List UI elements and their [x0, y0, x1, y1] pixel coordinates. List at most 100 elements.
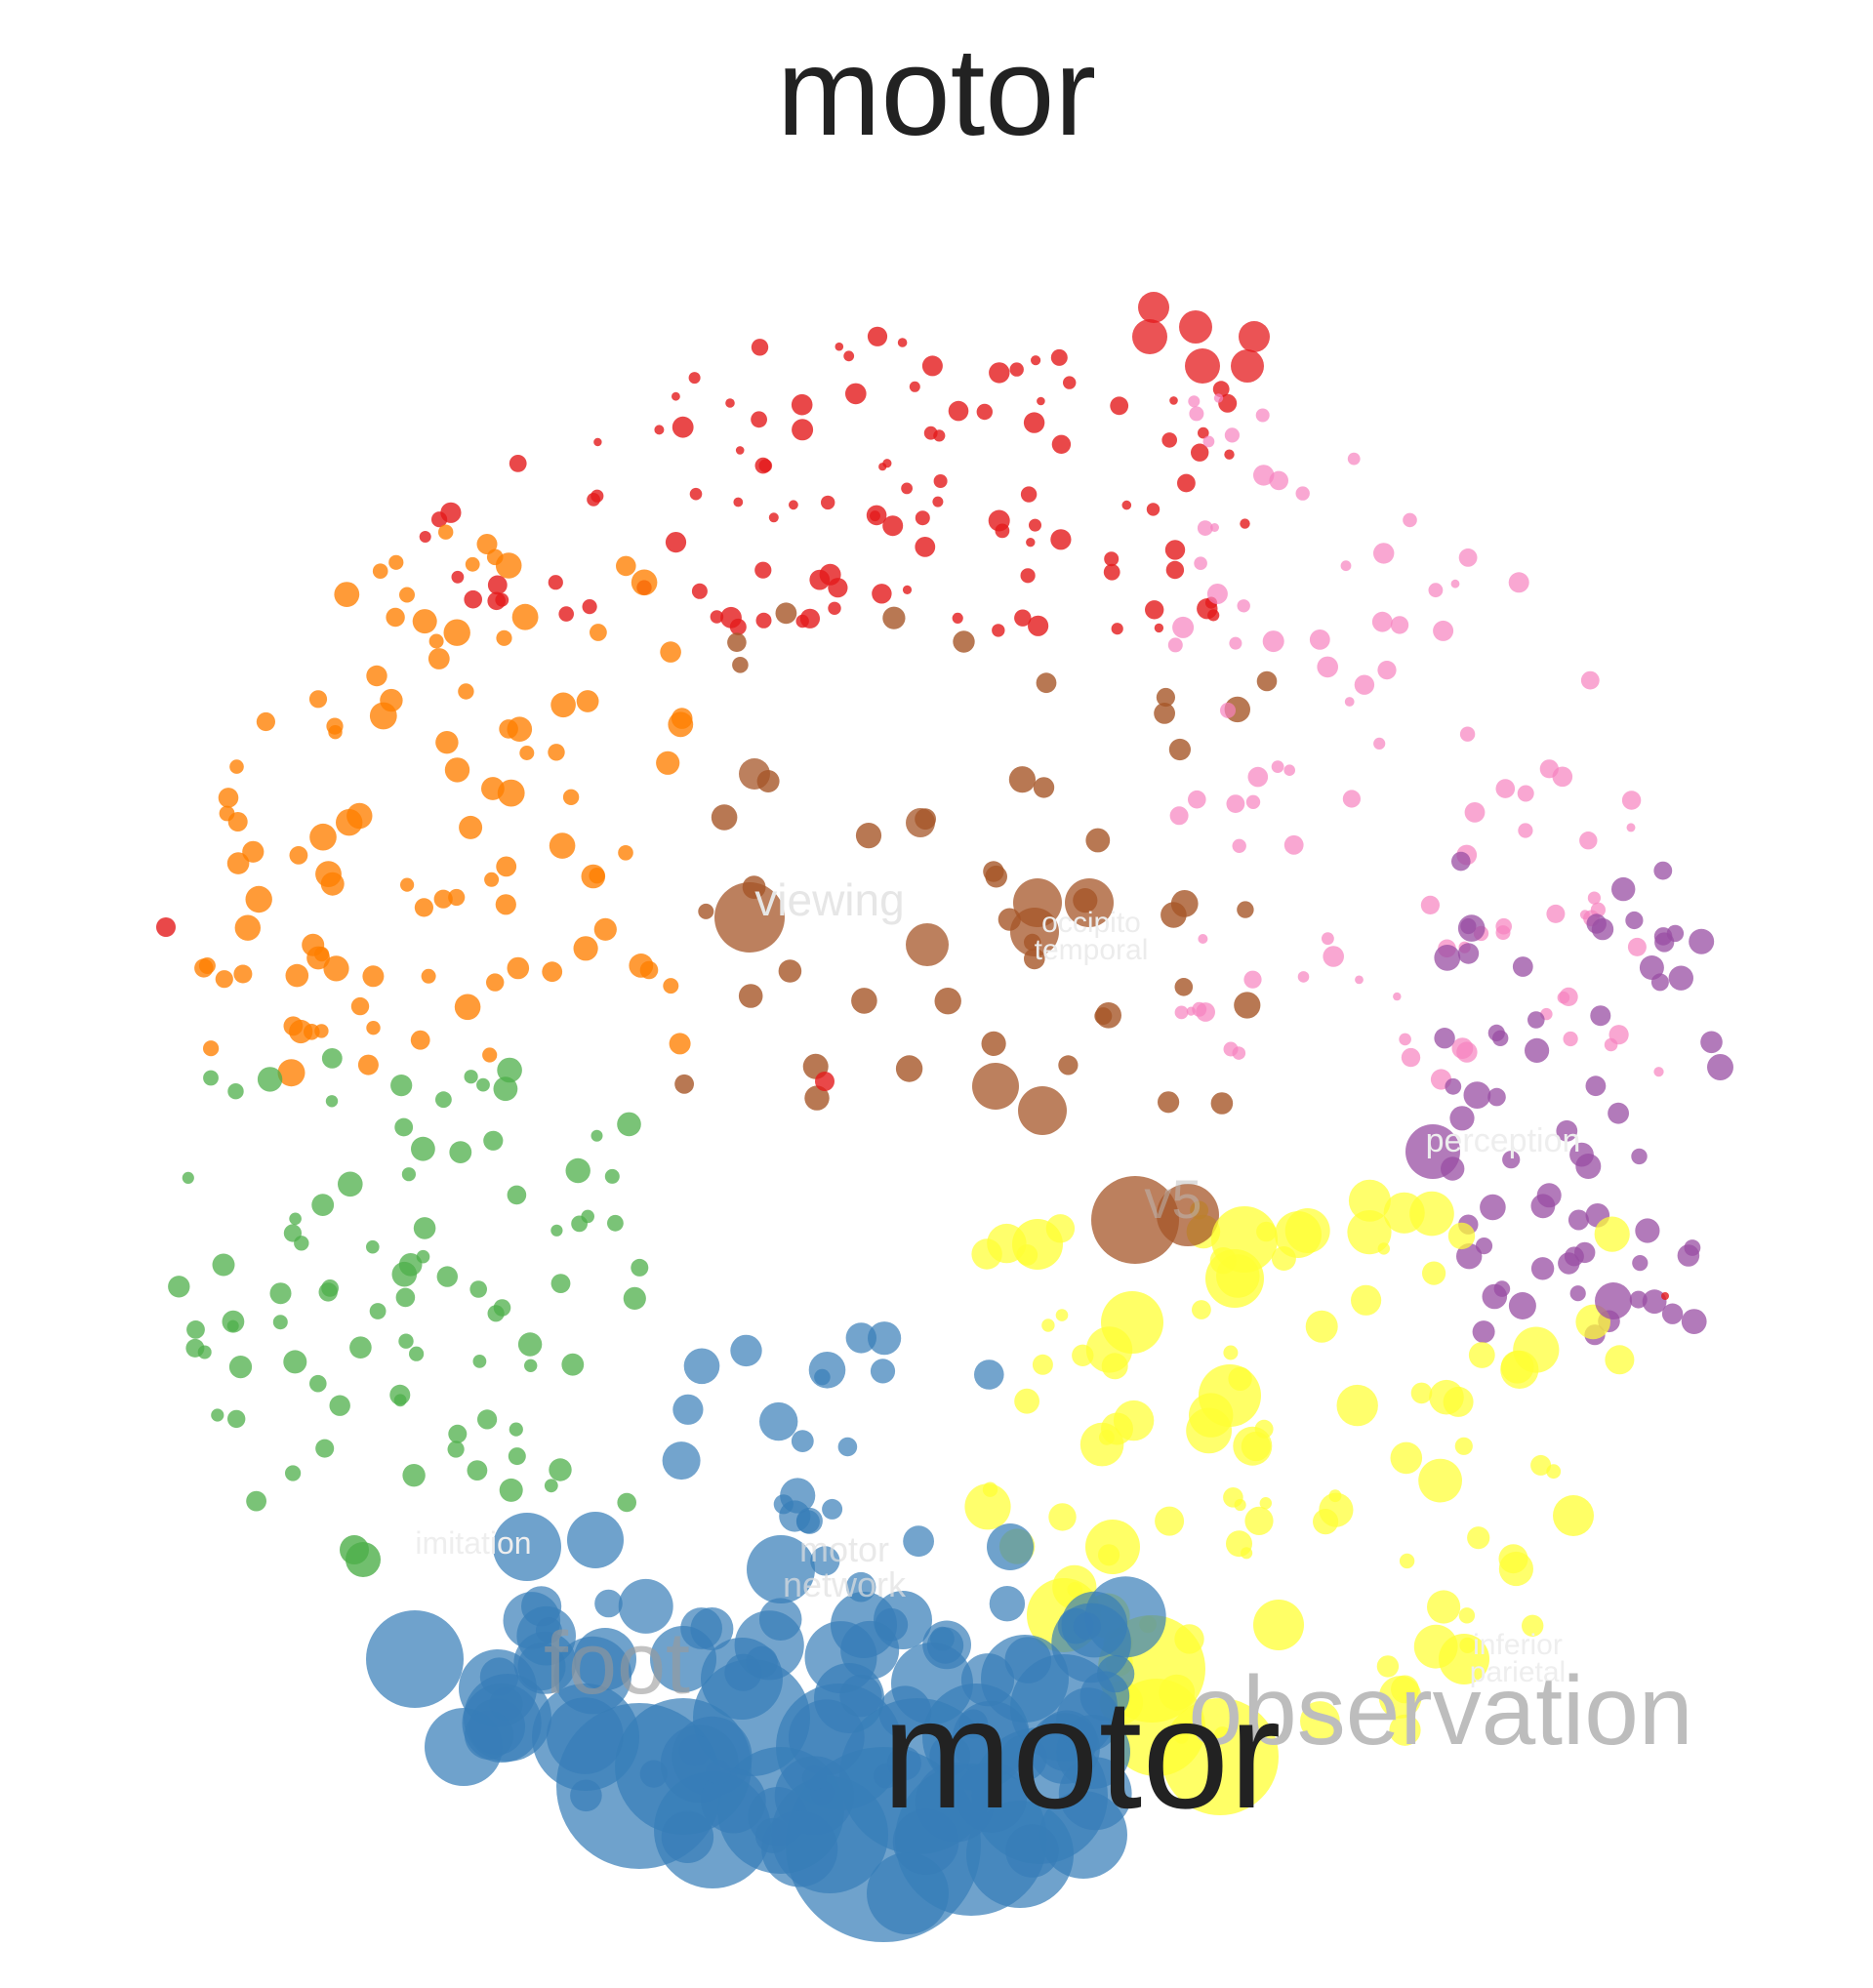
bubble-orange-cluster: [663, 978, 679, 994]
bubble-blue-cluster: [989, 1586, 1026, 1622]
bubble-red-cluster: [992, 624, 1005, 637]
bubble-green-cluster: [571, 1215, 588, 1233]
bubble-yellow-cluster: [1522, 1614, 1544, 1638]
bubble-red-cluster: [843, 350, 855, 362]
bubble-blue-large: [987, 1523, 1034, 1570]
bubble-green-cluster: [499, 1478, 523, 1502]
bubble-red-cluster: [933, 474, 948, 488]
bubble-red-cluster: [451, 570, 465, 584]
bubble-pink-cluster: [1220, 702, 1236, 718]
bubble-orange-cluster: [616, 555, 636, 577]
bubble-brown-cluster: [953, 630, 975, 653]
bubble-brown-cluster: [732, 657, 749, 673]
bubble-yellow-cluster: [1244, 1506, 1274, 1535]
bubble-orange-cluster: [323, 955, 349, 982]
bubble-green-stray: [340, 1535, 369, 1564]
bubble-brown-large: [1018, 1086, 1067, 1135]
bubble-yellow-cluster: [1454, 1437, 1473, 1455]
bubble-pink-cluster: [1247, 766, 1269, 788]
bubble-pink-cluster: [1590, 902, 1606, 917]
bubble-pink-cluster: [1373, 737, 1386, 751]
bubble-green-cluster: [272, 1315, 288, 1330]
bubble-pink-cluster: [1297, 971, 1310, 983]
bubble-orange-cluster: [234, 914, 261, 941]
bubble-orange-cluster: [233, 964, 253, 984]
bubble-brown-cluster: [674, 1074, 694, 1094]
bubble-red-cluster: [1111, 623, 1123, 635]
bubble-green-cluster: [604, 1168, 620, 1184]
bubble-yellow-cluster: [1259, 1497, 1273, 1510]
bubble-purple-cluster: [1451, 851, 1471, 872]
bubble-blue-cluster: [706, 1759, 731, 1785]
bubble-yellow-cluster: [1427, 1590, 1461, 1624]
bubble-red-cluster: [548, 575, 563, 590]
bubble-purple-cluster: [1654, 932, 1675, 953]
bubble-pink-cluster: [1403, 512, 1417, 528]
bubble-orange-cluster: [573, 936, 598, 961]
bubble-yellow-cluster: [1313, 1509, 1339, 1535]
bubble-red-cluster: [901, 482, 913, 495]
bubble-pink-cluster: [1323, 946, 1344, 967]
bubble-blue-cluster: [517, 1643, 566, 1691]
bubble-red-stray: [156, 917, 176, 937]
bubble-yellow-cluster: [1041, 1319, 1055, 1332]
bubble-purple-cluster: [1434, 1028, 1455, 1049]
bubble-red-cluster: [1050, 529, 1072, 550]
term-label-imitation: imitation: [415, 1525, 531, 1561]
bubble-brown-cluster: [855, 823, 882, 849]
bubble-red-cluster: [1104, 551, 1120, 567]
bubble-blue-cluster: [1051, 1603, 1131, 1684]
bubble-blue-cluster: [886, 1746, 922, 1781]
bubble-red-cluster: [1164, 540, 1186, 560]
bubble-orange-cluster: [421, 968, 436, 984]
bubble-pink-cluster: [1464, 802, 1486, 823]
bubble-yellow-cluster: [1468, 1342, 1495, 1368]
bubble-green-cluster: [413, 1217, 436, 1239]
bubble-pink-cluster: [1355, 975, 1364, 985]
bubble-blue-cluster: [956, 1762, 1028, 1833]
bubble-pink-cluster: [1226, 794, 1245, 813]
term-label-foot: foot: [544, 1615, 690, 1713]
bubble-orange-cluster: [562, 789, 580, 805]
bubble-yellow-cluster: [1378, 1676, 1422, 1719]
bubble-orange-cluster: [334, 582, 360, 607]
bubble-green-cluster: [283, 1350, 307, 1374]
bubble-pink-cluster: [1377, 661, 1397, 680]
bubble-orange-cluster: [388, 554, 404, 570]
bubble-red-cluster: [689, 487, 703, 501]
bubble-red-cluster: [845, 383, 867, 405]
bubble-orange-cluster: [372, 563, 388, 579]
bubble-red-cluster: [882, 459, 892, 468]
bubble-pink-cluster: [1237, 599, 1250, 613]
bubble-orange-cluster: [435, 731, 459, 754]
bubble-yellow-cluster: [1389, 1714, 1421, 1746]
bubble-yellow-large: [1205, 1249, 1264, 1308]
bubble-red-cluster: [1103, 563, 1120, 581]
bubble-green-cluster: [226, 1319, 239, 1332]
bubble-green-cluster: [493, 1076, 518, 1102]
bubble-pink-cluster: [1433, 620, 1454, 641]
bubble-green-cluster: [449, 1141, 472, 1163]
bubble-green-cluster: [561, 1353, 585, 1376]
bubble-yellow-cluster: [1418, 1458, 1462, 1503]
bubble-green-cluster: [517, 1332, 543, 1357]
bubble-purple-large: [1405, 1124, 1460, 1179]
bubble-pink-cluster: [1197, 520, 1213, 536]
bubble-pink-cluster: [1517, 785, 1534, 802]
bubble-yellow-large: [1101, 1291, 1163, 1354]
bubble-yellow-cluster: [1032, 1354, 1053, 1375]
bubble-red-cluster: [735, 446, 745, 455]
bubble-orange-cluster: [399, 587, 415, 603]
bubble-yellow-cluster: [1500, 1350, 1539, 1389]
bubble-pink-cluster: [1608, 1025, 1629, 1045]
bubble-green-cluster: [448, 1424, 468, 1443]
bubble-pink-cluster: [1627, 937, 1647, 956]
bubble-red-cluster: [1031, 355, 1041, 366]
bubble-yellow-cluster: [1328, 1489, 1342, 1503]
bubble-blue-cluster: [868, 1321, 902, 1356]
bubble-green-cluster: [315, 1439, 335, 1458]
bubble-red-cluster: [821, 495, 835, 510]
bubble-blue-cluster: [730, 1334, 762, 1367]
bubble-red-cluster: [758, 459, 773, 473]
bubble-brown-cluster: [1174, 978, 1194, 996]
